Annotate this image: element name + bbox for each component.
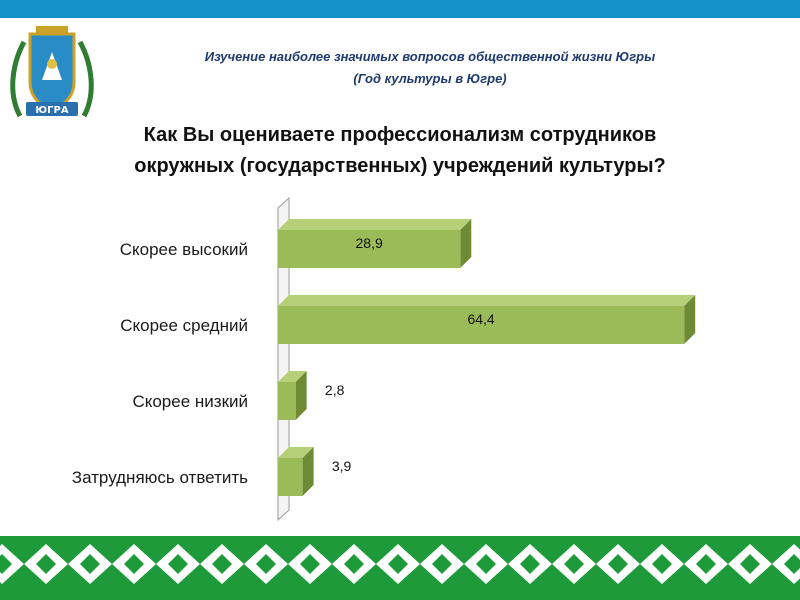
bar-chart: Скорее высокий 28,9 Скорее средний 64,4 Скор… (72, 196, 696, 522)
header-title: Изучение наиболее значимых вопросов обще… (100, 46, 760, 90)
bar (278, 230, 461, 268)
bar-side-face (302, 447, 314, 496)
top-bar (0, 0, 800, 18)
bar-side-face (460, 219, 472, 268)
yugra-emblem-icon: ЮГРА (10, 26, 94, 118)
bar (278, 306, 685, 344)
data-label: 2,8 (325, 382, 345, 398)
category-label: Скорее средний (120, 316, 248, 335)
bar (278, 382, 296, 420)
category-label: Скорее высокий (120, 240, 248, 259)
category-label: Затрудняюсь ответить (72, 468, 248, 487)
bar-top-face (278, 219, 472, 230)
category-label: Скорее низкий (132, 392, 248, 411)
bar-side-face (684, 295, 696, 344)
question-line-1: Как Вы оцениваете профессионализм сотруд… (143, 124, 657, 146)
bar-top-face (278, 371, 307, 382)
header-line-1: Изучение наиболее значимых вопросов обще… (204, 49, 656, 64)
question-line-2: окружных (государственных) учреждений ку… (134, 155, 666, 177)
svg-text:ЮГРА: ЮГРА (35, 105, 68, 116)
data-label: 3,9 (332, 458, 352, 474)
data-label: 28,9 (356, 235, 383, 251)
bar-top-face (278, 295, 696, 306)
chart-question: Как Вы оцениваете профессионализм сотруд… (60, 120, 740, 182)
bar (278, 458, 303, 496)
bar-side-face (295, 371, 307, 420)
data-label: 64,4 (467, 311, 494, 327)
bar-top-face (278, 447, 314, 458)
ornament-border (0, 536, 800, 600)
header-line-2: (Год культуры в Югре) (353, 71, 507, 86)
